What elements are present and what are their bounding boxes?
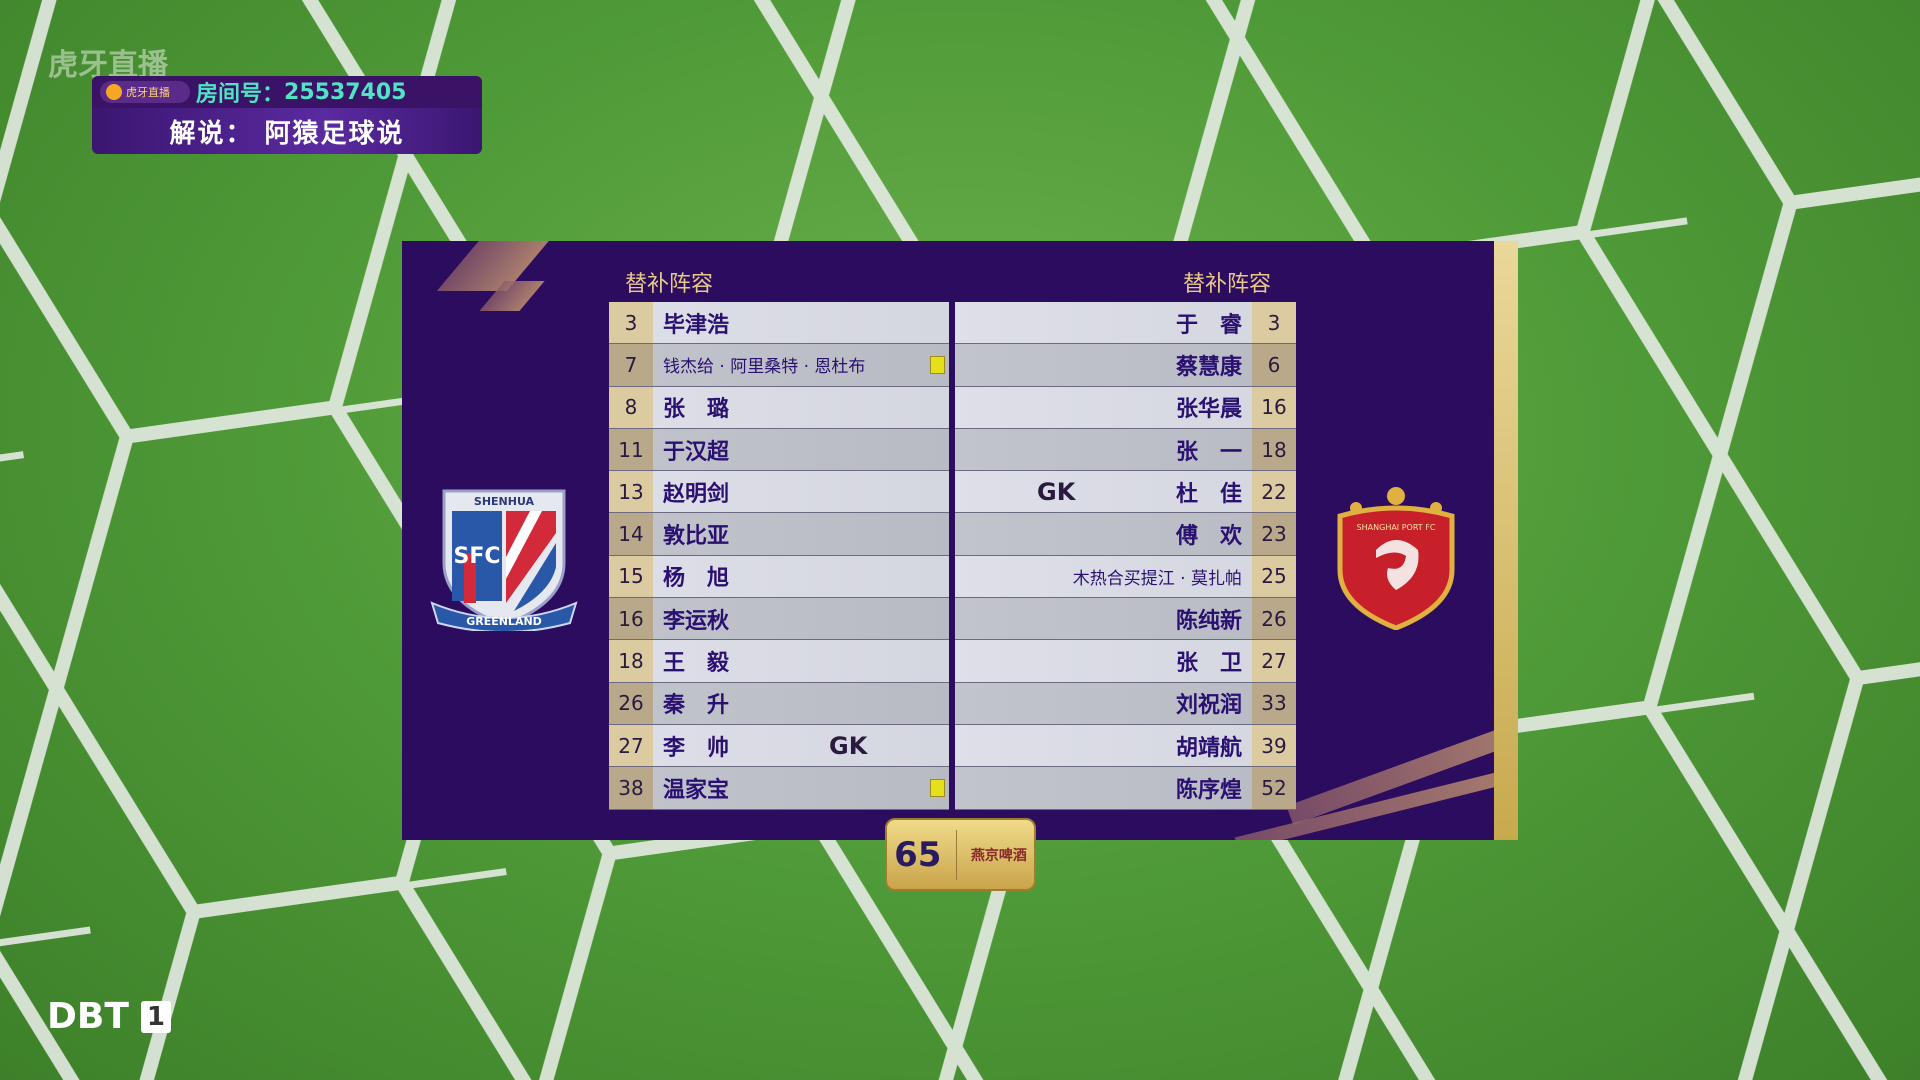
svg-text:SFC: SFC [453, 544, 500, 569]
player-name: 钱杰给 · 阿里桑特 · 恩杜布 [663, 357, 866, 378]
player-number: 22 [1252, 471, 1296, 513]
player-number: 16 [609, 598, 653, 640]
player-row: 11 于汉超 [609, 428, 949, 472]
player-name: 张 一 [1175, 439, 1242, 465]
yellow-card-icon [930, 355, 945, 374]
player-number: 13 [609, 471, 653, 513]
player-name: 杨 旭 [663, 566, 730, 592]
player-number: 14 [609, 513, 653, 555]
player-row: 13 赵明剑 [609, 471, 949, 514]
shanghai-port-crest: SHANGHAI PORT FC [1337, 487, 1455, 630]
player-number: 27 [1252, 640, 1296, 682]
player-row: 陈序煌 52 [955, 767, 1296, 810]
player-row: 刘祝润 33 [955, 682, 1296, 725]
player-name: 陈纯新 [1175, 608, 1242, 634]
player-row: 木热合买提江 · 莫扎帕 25 [955, 555, 1296, 599]
svg-text:GREENLAND: GREENLAND [466, 615, 542, 628]
player-row: 陈纯新 26 [955, 598, 1296, 641]
left-header: 替补阵容 [625, 272, 714, 297]
player-name: 于 睿 [1175, 312, 1242, 338]
player-name: 秦 升 [663, 693, 730, 719]
player-number: 15 [609, 555, 653, 598]
shenhua-crest: SHENHUA SFC GREENLAND [430, 489, 578, 631]
player-row: 14 敦比亚 [609, 513, 949, 556]
room-label: 房间号： [196, 82, 285, 107]
player-name: 李运秋 [663, 608, 730, 634]
player-row: 18 王 毅 [609, 640, 949, 683]
huya-icon [106, 84, 122, 100]
player-row: 8 张 璐 [609, 386, 949, 429]
player-number: 33 [1252, 682, 1296, 724]
player-number: 3 [1252, 302, 1296, 344]
player-name: 李 帅 [663, 735, 730, 761]
shenhua-substitutes-table: 3 毕津浩 7 钱杰给 · 阿里桑特 · 恩杜布 8 张 璐 11 于汉超 13 赵明剑 14 敦比亚… [609, 302, 949, 810]
player-number: 25 [1252, 555, 1296, 598]
player-name: 杜 佳 [1175, 481, 1242, 507]
player-row: 张 卫 27 [955, 640, 1296, 683]
player-number: 23 [1252, 513, 1296, 555]
player-row: 傅 欢 23 [955, 513, 1296, 556]
player-row: 3 毕津浩 [609, 302, 949, 345]
player-name: 温家宝 [663, 777, 730, 803]
player-number: 18 [1252, 428, 1296, 471]
player-name: 木热合买提江 · 莫扎帕 [1072, 568, 1242, 589]
player-row: 胡靖航 39 [955, 724, 1296, 768]
commentary: 解说： 阿猿足球说 [169, 118, 405, 149]
player-row: 15 杨 旭 [609, 555, 949, 599]
player-row: 张华晨 16 [955, 386, 1296, 429]
player-name: 陈序煌 [1175, 777, 1242, 803]
player-row: 于 睿 3 [955, 302, 1296, 345]
player-name: 刘祝润 [1175, 693, 1242, 719]
room-info-banner: 虎牙直播 房间号： 25537405 解说： 阿猿足球说 [92, 76, 482, 154]
player-number: 8 [609, 386, 653, 428]
player-number: 26 [609, 682, 653, 724]
player-name: 赵明剑 [663, 481, 730, 507]
player-row: 蔡慧康 6 [955, 344, 1296, 387]
player-number: 39 [1252, 724, 1296, 767]
svg-text:SHENHUA: SHENHUA [474, 495, 535, 508]
player-number: 52 [1252, 767, 1296, 809]
player-number: 18 [609, 640, 653, 682]
player-name: 蔡慧康 [1175, 354, 1242, 380]
player-number: 16 [1252, 386, 1296, 428]
gold-side-bar [1494, 241, 1518, 840]
player-row: 杜 佳 22 GK [955, 471, 1296, 514]
player-name: 张 璐 [663, 397, 730, 423]
port-substitutes-table: 于 睿 3 蔡慧康 6 张华晨 16 张 一 18 杜 佳 22 GK 傅 欢 23 木热合买提江 · 莫… [955, 302, 1296, 810]
goalkeeper-label: GK [829, 731, 868, 760]
player-name: 王 毅 [663, 651, 730, 677]
room-number: 25537405 [284, 79, 407, 105]
goalkeeper-label: GK [1037, 477, 1076, 506]
huya-logo: 虎牙直播 [100, 81, 190, 103]
svg-text:SHANGHAI PORT FC: SHANGHAI PORT FC [1357, 523, 1436, 532]
player-name: 敦比亚 [663, 524, 730, 550]
right-header: 替补阵容 [1183, 272, 1272, 297]
player-row: 26 秦 升 [609, 682, 949, 725]
player-number: 26 [1252, 598, 1296, 640]
player-row: 27 李 帅 GK [609, 724, 949, 768]
player-number: 6 [1252, 344, 1296, 386]
player-row: 7 钱杰给 · 阿里桑特 · 恩杜布 [609, 344, 949, 387]
player-row: 16 李运秋 [609, 598, 949, 641]
player-number: 3 [609, 302, 653, 344]
player-name: 胡靖航 [1175, 735, 1242, 761]
player-name: 张华晨 [1175, 397, 1242, 423]
yanjing-beer-logo: 燕京啤酒 [970, 847, 1027, 864]
sponsor-badge: 65 燕京啤酒 [885, 818, 1036, 891]
channel-logo: DBT 1 [47, 996, 171, 1037]
player-name: 毕津浩 [663, 312, 730, 338]
player-name: 傅 欢 [1175, 524, 1242, 550]
player-number: 11 [609, 428, 653, 471]
player-row: 38 温家宝 [609, 767, 949, 810]
player-number: 38 [609, 767, 653, 809]
player-name: 张 卫 [1175, 651, 1242, 677]
yellow-card-icon [930, 778, 945, 797]
player-number: 7 [609, 344, 653, 386]
player-number: 27 [609, 724, 653, 767]
player-row: 张 一 18 [955, 428, 1296, 472]
65th-anniversary-logo: 65 [894, 834, 942, 875]
player-name: 于汉超 [663, 439, 730, 465]
